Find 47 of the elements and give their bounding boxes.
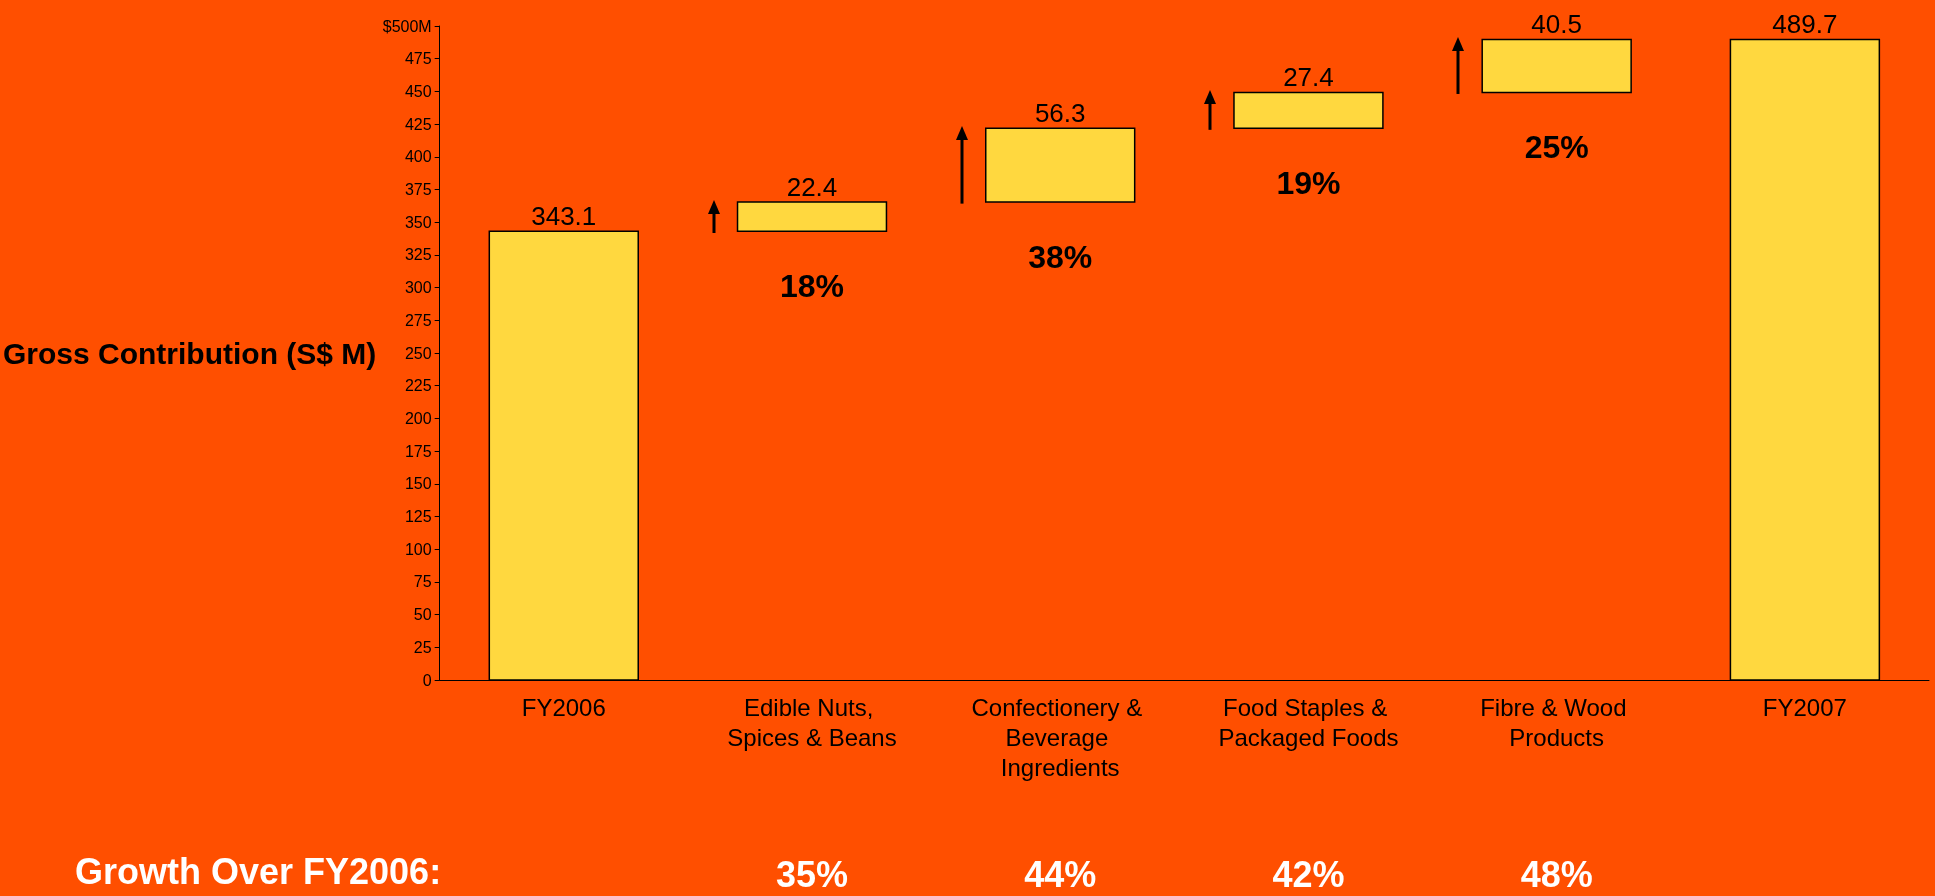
y-tick-label: 225 xyxy=(404,377,432,395)
text: 48% xyxy=(1520,853,1593,895)
x-tick-label: FY2006 xyxy=(521,693,606,721)
y-tick-label: 275 xyxy=(404,311,432,329)
y-tick-label: 400 xyxy=(404,148,432,166)
y-tick-label: $500M xyxy=(382,17,432,35)
annotation: 19% xyxy=(1276,165,1341,202)
y-tick-label: 475 xyxy=(404,50,432,68)
x-tick-label: Confectionery & Beverage Ingredients xyxy=(971,693,1149,781)
data-label: 343.1 xyxy=(531,201,597,232)
bar xyxy=(736,201,888,232)
y-tick-label: 375 xyxy=(404,181,432,198)
data-label: 40.5 xyxy=(1531,9,1582,40)
y-tick-label: 325 xyxy=(404,246,432,264)
bar xyxy=(1233,91,1384,130)
data-label: 27.4 xyxy=(1283,62,1334,93)
data-label: 489.7 xyxy=(1772,9,1838,40)
data-label: 22.4 xyxy=(786,171,838,202)
text: Growth Over FY2006: xyxy=(75,850,442,892)
annotation: 18% xyxy=(779,268,845,305)
y-tick-label: 150 xyxy=(404,475,432,493)
bar xyxy=(985,127,1136,203)
annotation: 25% xyxy=(1524,129,1589,166)
y-tick-label: 50 xyxy=(413,606,432,624)
y-tick-label: 350 xyxy=(404,213,432,231)
y-tick-label: 300 xyxy=(404,279,432,297)
y-tick-label: 0 xyxy=(422,671,432,689)
y-tick-label: 25 xyxy=(413,638,432,656)
y-tick-label: 75 xyxy=(413,573,432,591)
y-tick-label: 450 xyxy=(404,82,432,100)
x-tick-label: Food Staples & Packaged Foods xyxy=(1218,693,1399,751)
text: 44% xyxy=(1024,853,1097,895)
y-tick-label: 425 xyxy=(404,115,432,133)
y-tick-label: 125 xyxy=(404,508,432,525)
data-label: 56.3 xyxy=(1034,98,1086,129)
bar xyxy=(1481,38,1632,94)
x-tick-label: Edible Nuts, Spices & Beans xyxy=(727,693,897,751)
y-tick-label: 200 xyxy=(404,409,432,427)
y-axis-title: Gross Contribution (S$ M) xyxy=(2,336,377,370)
text: 42% xyxy=(1272,853,1345,895)
y-tick-label: 250 xyxy=(404,344,432,362)
annotation: 38% xyxy=(1028,238,1093,275)
text: 35% xyxy=(775,853,849,895)
x-tick-label: Fibre & Wood Products xyxy=(1480,693,1634,751)
y-tick-label: 175 xyxy=(404,442,432,460)
x-tick-label: FY2007 xyxy=(1762,693,1847,721)
y-tick-label: 100 xyxy=(404,540,432,558)
